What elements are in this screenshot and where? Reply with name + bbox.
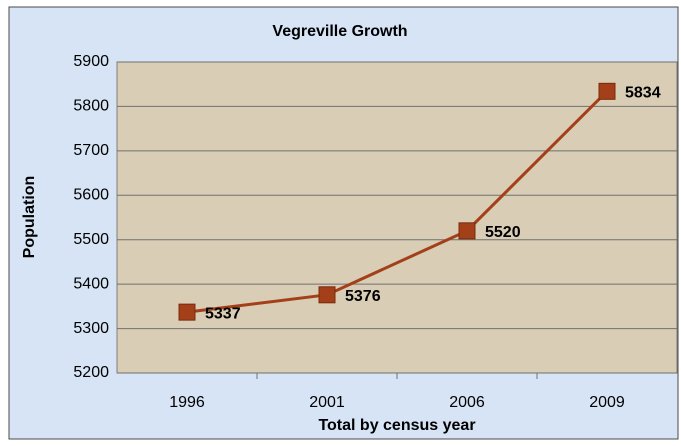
x-tick-label: 2006	[449, 394, 485, 411]
x-tick-label: 1996	[169, 394, 205, 411]
y-tick-label: 5800	[73, 98, 109, 115]
y-tick-label: 5200	[73, 364, 109, 381]
y-tick-label: 5300	[73, 320, 109, 337]
y-tick-label: 5700	[73, 142, 109, 159]
x-axis-label: Total by census year	[318, 417, 475, 434]
x-tick-label: 2009	[589, 394, 625, 411]
data-label: 5520	[485, 224, 521, 241]
marker	[598, 82, 616, 100]
y-tick-label: 5600	[73, 187, 109, 204]
line	[186, 90, 609, 314]
marker	[318, 286, 336, 304]
data-label: 5834	[625, 85, 661, 102]
marker	[458, 222, 476, 240]
marker	[178, 303, 196, 321]
data-label: 5337	[205, 305, 241, 322]
plot-area	[116, 61, 678, 374]
y-axis-label: Population	[21, 176, 38, 259]
y-tick-label: 5900	[73, 53, 109, 70]
chart-title: Vegreville Growth	[272, 23, 407, 40]
y-tick-label: 5500	[73, 231, 109, 248]
x-tick-label: 2001	[309, 394, 345, 411]
y-tick-label: 5400	[73, 275, 109, 292]
data-label: 5376	[345, 288, 381, 305]
